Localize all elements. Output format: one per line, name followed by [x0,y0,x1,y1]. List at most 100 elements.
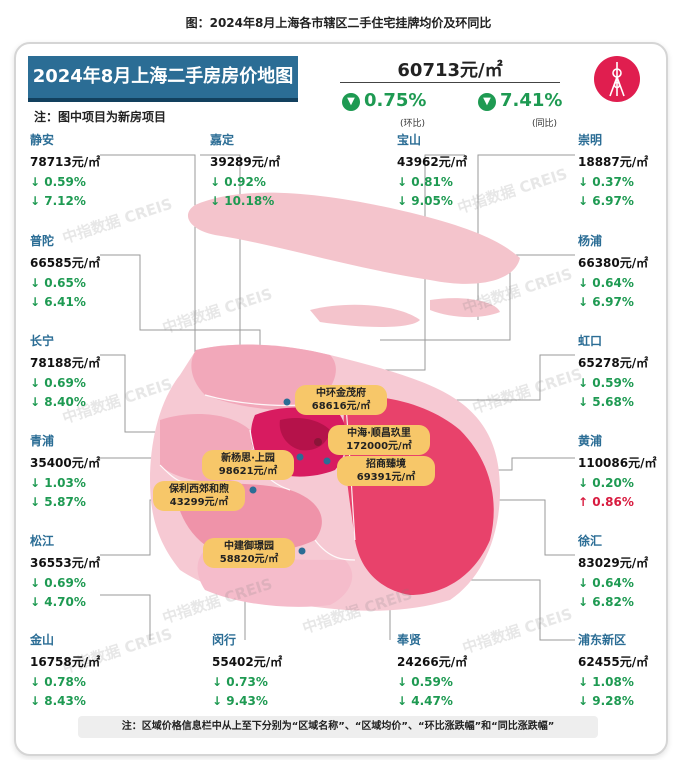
district-price: 66380元/㎡ [578,256,649,270]
project-price: 98621元/㎡ [218,466,278,477]
district-yoy: ↓ 5.87% [30,495,86,509]
project-name: 新杨思·上园 [221,453,275,464]
district-name: 奉贤 [397,633,422,647]
project-price: 69391元/㎡ [356,472,416,483]
district-price: 24266元/㎡ [397,655,468,669]
bottom-note: 注：区域价格信息栏中从上至下分别为“区域名称”、“区域均价”、“环比涨跌幅”和“… [78,716,598,738]
district-yoy: ↑ 0.86% [578,495,634,509]
project-label: 保利西郊和煦 43299元/㎡ [153,481,245,511]
district-yoy: ↓ 7.12% [30,194,86,208]
district-name: 杨浦 [578,234,603,248]
district-yoy: ↓ 6.82% [578,595,634,609]
district-yoy: ↓ 9.43% [212,694,268,708]
district-yoy: ↓ 9.05% [397,194,453,208]
district-price: 66585元/㎡ [30,256,101,270]
district-putuo: 普陀 66585元/㎡ ↓ 0.65% ↓ 6.41% [30,232,160,309]
district-jiading: 嘉定 39289元/㎡ ↓ 0.92% ↓ 10.18% [210,131,340,208]
district-qingpu: 青浦 35400元/㎡ ↓ 1.03% ↓ 5.87% [30,432,160,509]
citywide-yoy: ▼ 7.41% [478,90,562,111]
project-label: 中海·顺昌玖里 172000元/㎡ [328,425,430,455]
district-mom: ↓ 0.78% [30,675,86,689]
district-jinshan: 金山 16758元/㎡ ↓ 0.78% ↓ 8.43% [30,631,160,708]
district-name: 闵行 [212,633,237,647]
project-name: 保利西郊和煦 [169,484,229,495]
district-name: 青浦 [30,434,55,448]
banner-title: 2024年8月上海二手房房价地图 [28,56,298,102]
district-pudong: 浦东新区 62455元/㎡ ↓ 1.08% ↓ 9.28% [578,631,668,708]
district-price: 62455元/㎡ [578,655,649,669]
oriental-pearl-tower-icon [594,56,640,102]
district-name: 普陀 [30,234,55,248]
district-price: 110086元/㎡ [578,456,657,470]
district-mom: ↓ 0.73% [212,675,268,689]
citywide-mom-label: (环比) [400,119,426,129]
district-yangpu: 杨浦 66380元/㎡ ↓ 0.64% ↓ 6.97% [578,232,668,309]
district-mom: ↓ 0.65% [30,276,86,290]
project-label: 新杨思·上园 98621元/㎡ [202,450,294,480]
project-label: 招商臻境 69391元/㎡ [337,456,435,486]
district-price: 39289元/㎡ [210,155,281,169]
district-minhang: 闵行 55402元/㎡ ↓ 0.73% ↓ 9.43% [212,631,342,708]
district-mom: ↓ 0.59% [578,376,634,390]
district-price: 78713元/㎡ [30,155,101,169]
project-price: 68616元/㎡ [311,401,371,412]
district-hongkou: 虹口 65278元/㎡ ↓ 0.59% ↓ 5.68% [578,332,668,409]
district-price: 78188元/㎡ [30,356,101,370]
project-name: 招商臻境 [366,459,406,470]
district-name: 静安 [30,133,55,147]
project-price: 58820元/㎡ [219,554,279,565]
district-name: 松江 [30,534,55,548]
district-mom: ↓ 0.81% [397,175,453,189]
district-mom: ↓ 0.37% [578,175,634,189]
down-triangle-icon: ▼ [342,93,360,111]
district-mom: ↓ 0.59% [30,175,86,189]
district-mom: ↓ 0.69% [30,376,86,390]
note-new-projects: 注：图中项目为新房项目 [34,110,167,124]
district-huangpu: 黄浦 110086元/㎡ ↓ 0.20% ↑ 0.86% [578,432,673,509]
district-chongming: 崇明 18887元/㎡ ↓ 0.37% ↓ 6.97% [578,131,668,208]
district-name: 崇明 [578,133,603,147]
district-mom: ↓ 1.08% [578,675,634,689]
project-dots [249,398,331,555]
district-price: 18887元/㎡ [578,155,649,169]
district-price: 43962元/㎡ [397,155,468,169]
district-yoy: ↓ 4.47% [397,694,453,708]
district-baoshan: 宝山 43962元/㎡ ↓ 0.81% ↓ 9.05% [397,131,527,208]
divider [340,82,560,83]
citywide-yoy-label: (同比) [532,119,558,129]
citywide-mom-value: 0.75% [364,90,427,111]
district-mom: ↓ 1.03% [30,476,86,490]
district-yoy: ↓ 6.41% [30,295,86,309]
district-xuhui: 徐汇 83029元/㎡ ↓ 0.64% ↓ 6.82% [578,532,668,609]
district-name: 黄浦 [578,434,603,448]
down-triangle-icon: ▼ [478,93,496,111]
district-yoy: ↓ 10.18% [210,194,275,208]
district-price: 35400元/㎡ [30,456,101,470]
district-price: 16758元/㎡ [30,655,101,669]
project-name: 中建御璟园 [224,541,274,552]
project-price: 172000元/㎡ [346,441,412,452]
district-changning: 长宁 78188元/㎡ ↓ 0.69% ↓ 8.40% [30,332,160,409]
district-price: 83029元/㎡ [578,556,649,570]
citywide-yoy-value: 7.41% [500,90,563,111]
district-yoy: ↓ 6.97% [578,295,634,309]
district-price: 55402元/㎡ [212,655,283,669]
district-name: 长宁 [30,334,55,348]
district-name: 宝山 [397,133,422,147]
district-jingan: 静安 78713元/㎡ ↓ 0.59% ↓ 7.12% [30,131,160,208]
district-name: 金山 [30,633,55,647]
district-name: 嘉定 [210,133,235,147]
district-mom: ↓ 0.64% [578,576,634,590]
district-price: 36553元/㎡ [30,556,101,570]
district-name: 虹口 [578,334,603,348]
district-mom: ↓ 0.69% [30,576,86,590]
project-label: 中环金茂府 68616元/㎡ [295,385,387,415]
district-yoy: ↓ 8.40% [30,395,86,409]
district-yoy: ↓ 8.43% [30,694,86,708]
district-mom: ↓ 0.92% [210,175,266,189]
district-yoy: ↓ 6.97% [578,194,634,208]
district-name: 徐汇 [578,534,603,548]
district-price: 65278元/㎡ [578,356,649,370]
project-label: 中建御璟园 58820元/㎡ [203,538,295,568]
district-yoy: ↓ 5.68% [578,395,634,409]
